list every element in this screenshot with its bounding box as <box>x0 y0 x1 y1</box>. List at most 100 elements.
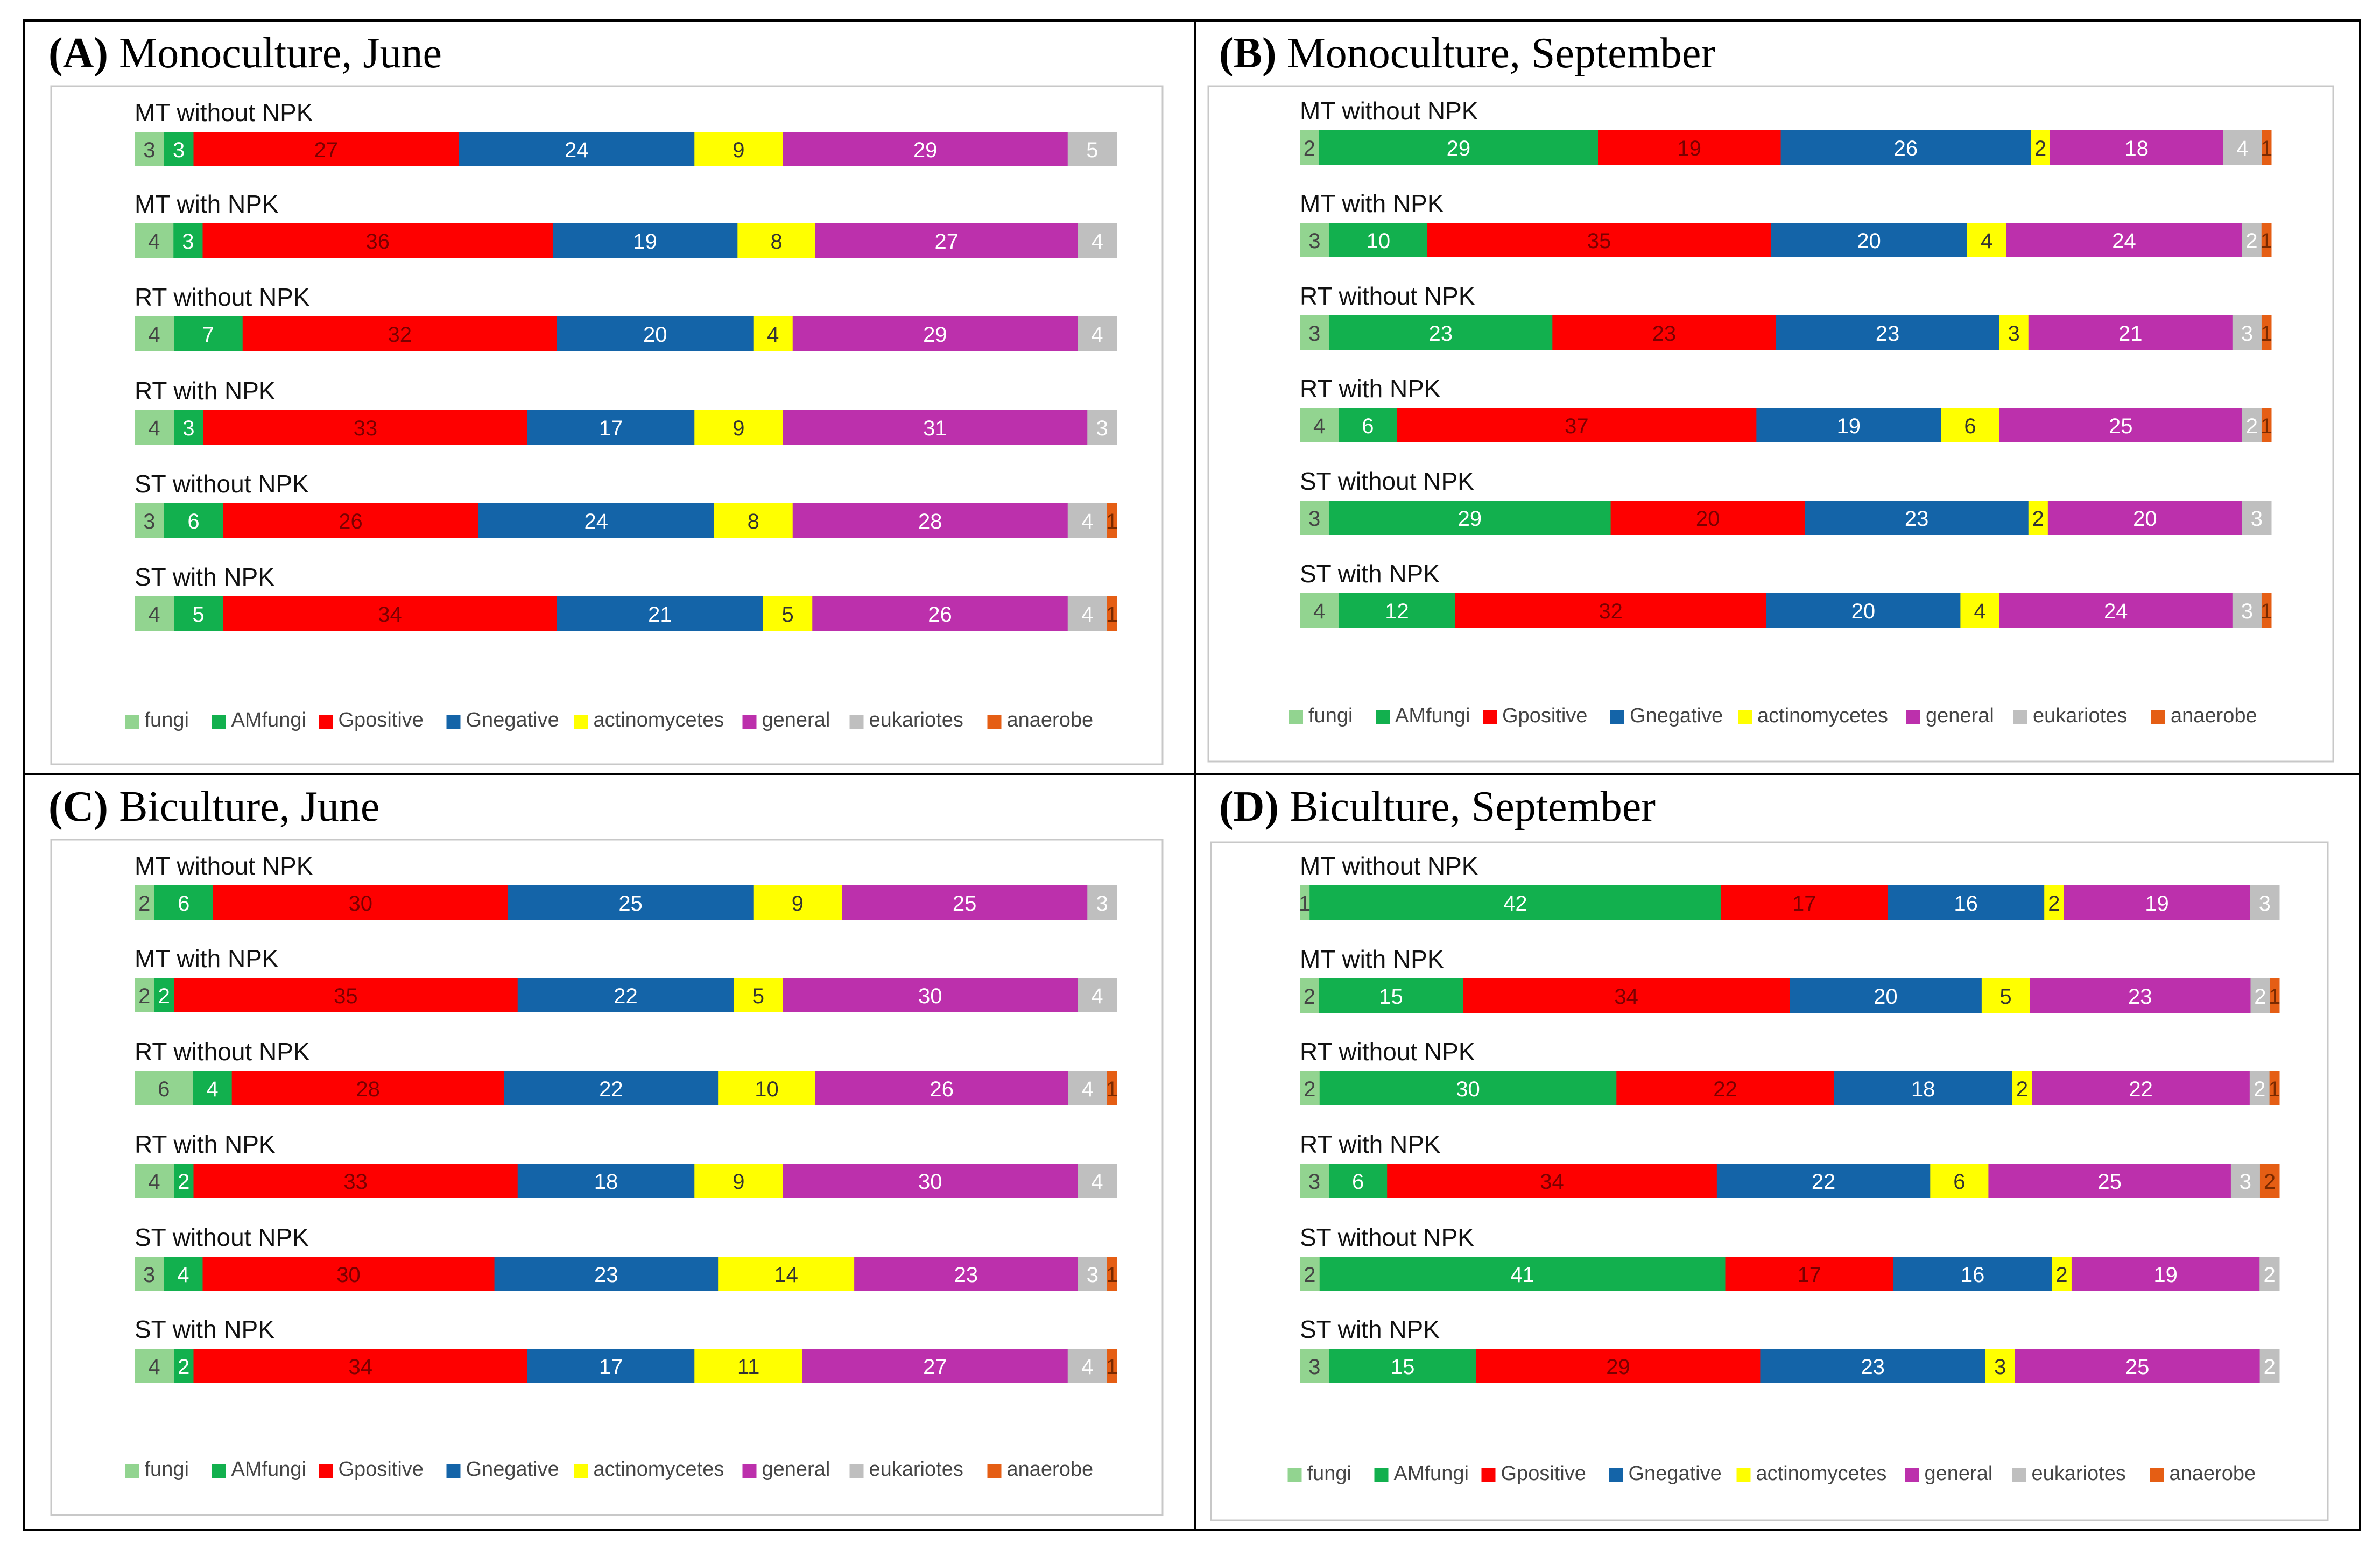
bar-segment-fungi <box>135 978 154 1012</box>
data-label: 2 <box>2055 1263 2067 1287</box>
data-label: 3 <box>2251 507 2263 531</box>
bar-segment-general <box>2015 1349 2261 1383</box>
data-label: 5 <box>1999 985 2011 1009</box>
data-label: 6 <box>1362 414 1374 438</box>
bar-segment-general <box>2047 501 2243 535</box>
legend-swatch <box>1481 1468 1496 1482</box>
row-label: MT without NPK <box>135 852 313 880</box>
data-label: 23 <box>2128 985 2152 1009</box>
legend-swatch <box>2151 710 2165 724</box>
bar-segment-general <box>815 1071 1069 1105</box>
bar-segment-actinomycetes <box>1999 315 2029 350</box>
bar-segment-gnegative <box>552 223 738 258</box>
data-label: 1 <box>2261 600 2272 623</box>
legend-swatch <box>1905 1468 1919 1482</box>
bar-segment-actinomycetes <box>734 978 783 1012</box>
data-label: 1 <box>1106 1263 1118 1287</box>
data-label: 3 <box>182 230 194 253</box>
bar-segment-general <box>2006 223 2242 257</box>
bar-segment-anaerobe <box>1107 1349 1117 1383</box>
legend-swatch <box>446 715 461 729</box>
data-label: 4 <box>1091 323 1103 347</box>
data-label: 6 <box>1352 1170 1364 1194</box>
data-label: 28 <box>356 1077 380 1101</box>
bar-segment-gpositive <box>231 1071 505 1105</box>
bar-segment-amfungi <box>174 1164 194 1198</box>
legend-item: eukariotes <box>849 1458 963 1481</box>
data-label: 27 <box>314 138 339 162</box>
data-label: 2 <box>2016 1077 2028 1101</box>
data-label: 18 <box>594 1170 618 1194</box>
data-label: 27 <box>935 230 959 253</box>
bar-segment-general <box>1988 1164 2231 1198</box>
bar-segment-fungi <box>1300 885 1310 920</box>
bar-segment-gpositive <box>1725 1257 1894 1291</box>
legend-swatch <box>446 1464 461 1478</box>
data-label: 19 <box>1837 414 1861 438</box>
legend-swatch <box>2013 710 2027 724</box>
data-label: 4 <box>148 603 160 626</box>
panel-letter: (B) <box>1219 30 1277 77</box>
bar-row: ST without NPK 3 29 20 23 2 20 3 <box>1300 467 2272 535</box>
bar-segment-actinomycetes <box>1981 978 2030 1013</box>
data-label: 3 <box>1308 322 1320 346</box>
bar-segment-amfungi <box>174 410 204 445</box>
bar-segment-fungi <box>1300 593 1339 628</box>
data-label: 1 <box>2269 1077 2280 1101</box>
data-label: 2 <box>2254 1077 2265 1101</box>
data-label: 4 <box>177 1263 189 1287</box>
legend-swatch <box>1609 1468 1623 1482</box>
bar-segment-fungi <box>1300 315 1329 350</box>
data-label: 6 <box>178 892 189 915</box>
data-label: 26 <box>339 510 363 533</box>
row-label: ST without NPK <box>1300 1223 1474 1251</box>
data-label: 4 <box>148 417 160 440</box>
data-label: 2 <box>178 1170 189 1194</box>
bar-segment-actinomycetes <box>718 1071 816 1105</box>
data-label: 29 <box>1458 507 1482 531</box>
legend-label: actinomycetes <box>1756 1462 1887 1485</box>
data-label: 23 <box>1905 507 1929 531</box>
legend-swatch <box>1738 710 1752 724</box>
legend-item: anaerobe <box>2150 1462 2256 1485</box>
bar-segment-actinomycetes <box>714 503 793 538</box>
bar-row: ST with NPK 4 12 32 20 4 24 3 1 <box>1300 560 2272 628</box>
bar-segment-anaerobe <box>2269 1071 2280 1105</box>
data-label: 10 <box>755 1077 779 1101</box>
data-label: 24 <box>2112 229 2136 253</box>
data-label: 36 <box>365 230 390 253</box>
data-label: 9 <box>733 417 744 440</box>
bar-segment-general <box>842 885 1088 920</box>
panel-title: (D) Biculture, September <box>1219 783 1656 830</box>
data-label: 20 <box>1696 507 1720 531</box>
bar-segment-amfungi <box>1319 1257 1726 1291</box>
data-label: 3 <box>1308 507 1320 531</box>
data-label: 1 <box>1106 1355 1118 1379</box>
data-label: 1 <box>1106 603 1118 626</box>
bar-segment-gnegative <box>504 1071 719 1105</box>
bar-segment-amfungi <box>164 132 194 166</box>
data-label: 4 <box>148 230 160 253</box>
bar-segment-amfungi <box>173 223 203 258</box>
legend-item: AMfungi <box>212 709 306 731</box>
data-label: 19 <box>633 230 657 253</box>
legend-swatch <box>849 1464 864 1478</box>
row-label: RT without NPK <box>1300 282 1475 310</box>
row-label: RT with NPK <box>135 377 276 405</box>
panel-d: (D) Biculture, September MT without NPK 1 4… <box>1210 783 2329 1521</box>
legend-label: eukariotes <box>869 709 963 731</box>
bar-segment-gpositive <box>223 596 558 631</box>
bar-segment-fungi <box>135 885 154 920</box>
row-label: RT with NPK <box>1300 375 1441 403</box>
legend-label: Gnegative <box>1629 1462 1722 1485</box>
bar-row: MT without NPK 2 29 19 26 2 18 4 1 <box>1300 97 2272 165</box>
legend-item: anaerobe <box>2151 704 2257 727</box>
legend-swatch <box>212 1464 226 1478</box>
data-label: 3 <box>2241 600 2253 623</box>
bar-segment-fungi <box>135 596 174 631</box>
row-label: MT with NPK <box>135 190 279 218</box>
bar-segment-fungi <box>135 1071 193 1105</box>
bar-segment-anaerobe <box>1107 503 1117 538</box>
legend-label: Gpositive <box>339 1458 424 1481</box>
